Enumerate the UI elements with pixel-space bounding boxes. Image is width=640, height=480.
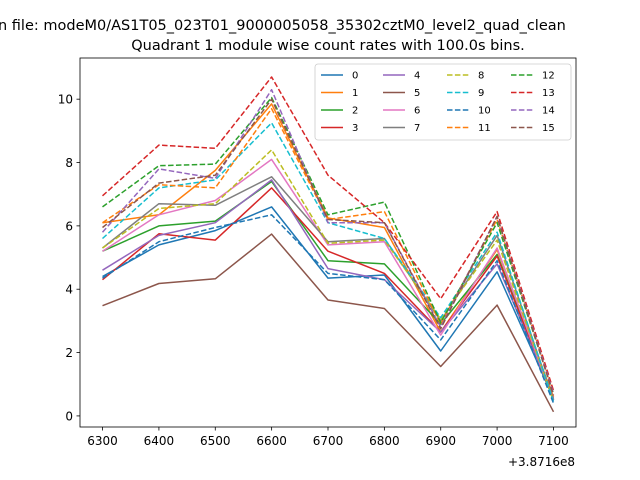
plot-area xyxy=(79,57,577,428)
legend-label-12: 12 xyxy=(542,71,555,82)
series-line-7 xyxy=(102,176,555,401)
chart-title: Quadrant 1 module wise count rates with … xyxy=(131,38,525,54)
x-tick-label: 6500 xyxy=(200,434,231,448)
legend-label-15: 15 xyxy=(542,123,555,134)
y-axis-ticks: 0 2 4 6 8 10 xyxy=(58,93,80,423)
figure-suptitle: n file: modeM0/AS1T05_023T01_9000005058_… xyxy=(0,18,566,34)
x-tick-label: 6700 xyxy=(313,434,344,448)
x-tick-label: 6900 xyxy=(425,434,456,448)
series-line-10 xyxy=(102,214,555,404)
y-tick-label: 10 xyxy=(58,93,73,107)
series-line-12 xyxy=(102,96,555,394)
x-axis-offset-label: +3.8716e8 xyxy=(508,455,575,469)
legend-label-0: 0 xyxy=(352,71,358,82)
y-tick-label: 0 xyxy=(65,409,73,423)
legend-label-8: 8 xyxy=(478,71,484,82)
x-tick-label: 7100 xyxy=(538,434,569,448)
legend-label-5: 5 xyxy=(414,88,420,99)
legend-label-14: 14 xyxy=(542,106,555,117)
x-tick-label: 6600 xyxy=(256,434,287,448)
legend-box xyxy=(314,63,572,141)
x-tick-label: 6400 xyxy=(144,434,175,448)
series-line-6 xyxy=(102,158,555,401)
series-line-0 xyxy=(102,206,555,399)
x-tick-label: 7000 xyxy=(482,434,513,448)
y-tick-label: 2 xyxy=(65,346,73,360)
series-line-8 xyxy=(102,149,555,402)
series-line-13 xyxy=(101,76,555,391)
series-line-5 xyxy=(102,233,555,413)
legend-label-6: 6 xyxy=(414,106,420,117)
y-tick-label: 8 xyxy=(65,156,73,170)
x-tick-label: 6800 xyxy=(369,434,400,448)
legend-label-7: 7 xyxy=(414,123,420,134)
legend-label-2: 2 xyxy=(352,106,358,117)
legend-label-13: 13 xyxy=(542,88,555,99)
legend-label-11: 11 xyxy=(478,123,491,134)
x-axis-ticks: 6300 6400 6500 6600 6700 6800 6900 7000 7100 xyxy=(87,427,569,448)
legend-label-4: 4 xyxy=(414,71,420,82)
legend-label-10: 10 xyxy=(478,106,491,117)
legend-label-1: 1 xyxy=(352,88,358,99)
y-tick-label: 6 xyxy=(65,219,73,233)
legend-label-9: 9 xyxy=(478,88,484,99)
legend-label-3: 3 xyxy=(352,123,358,134)
y-tick-label: 4 xyxy=(65,283,73,297)
x-tick-label: 6300 xyxy=(87,434,118,448)
series-line-3 xyxy=(102,187,555,401)
series-line-15 xyxy=(102,98,555,396)
